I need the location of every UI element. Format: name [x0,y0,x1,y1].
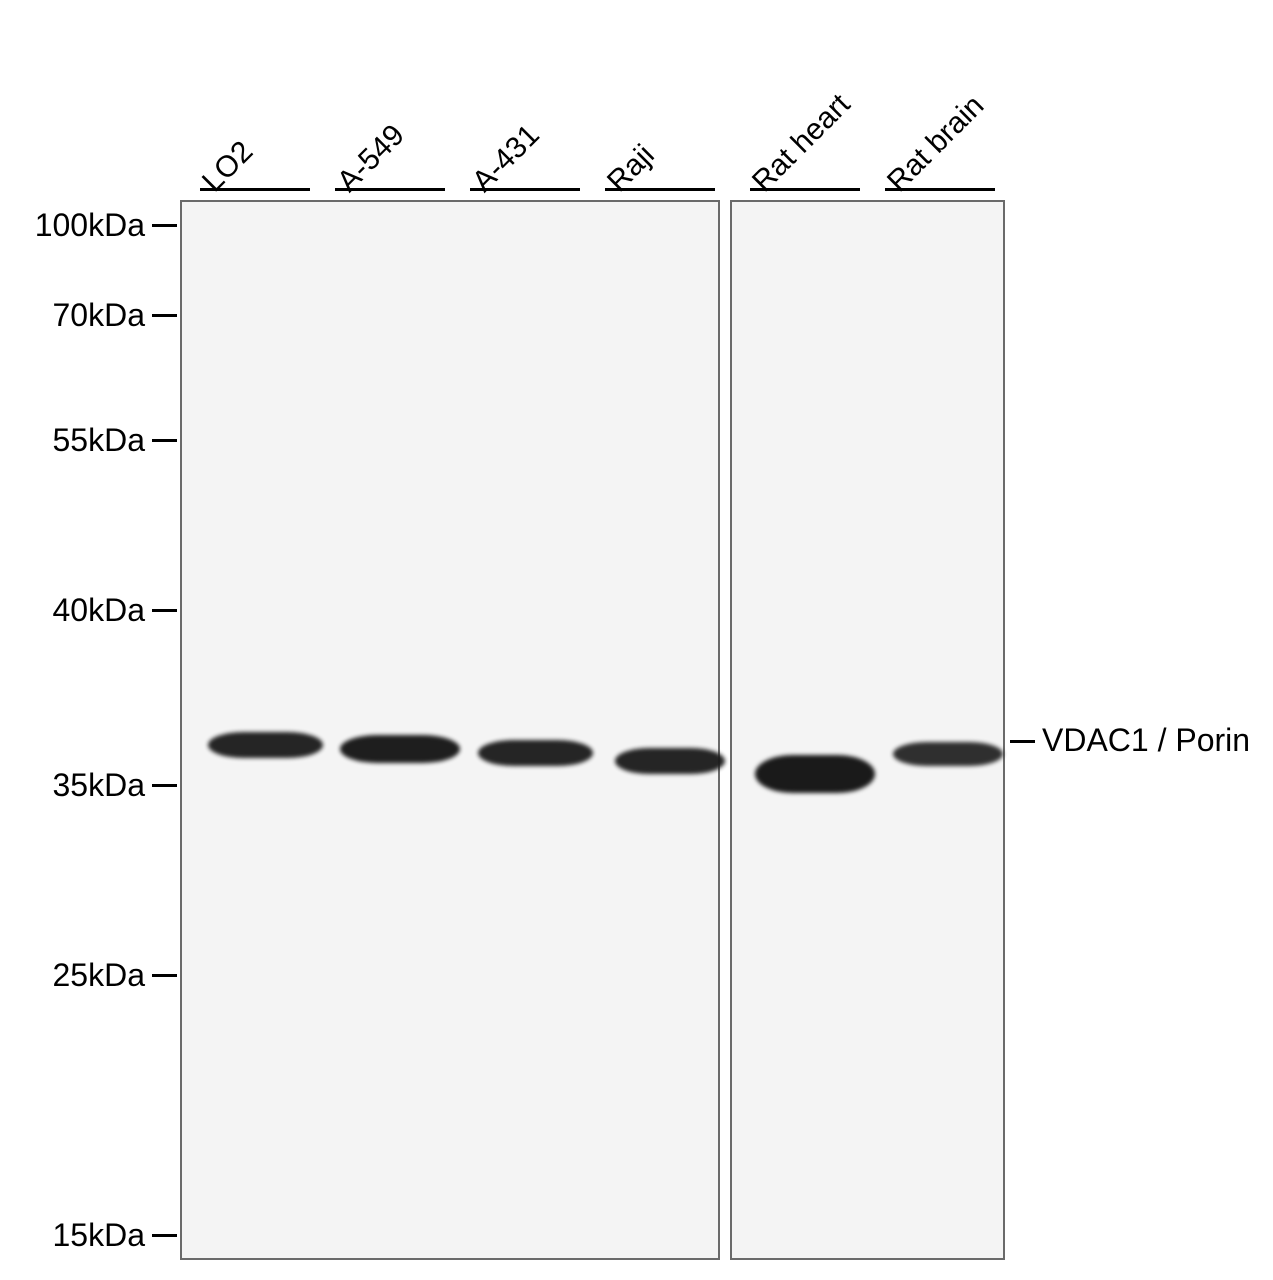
mw-label: 35kDa [53,767,146,804]
mw-tick [152,784,177,787]
lane-label: A-549 [331,118,412,199]
blot-band [755,755,875,793]
mw-label: 25kDa [53,957,146,994]
lane-underline [335,188,445,191]
mw-tick [152,314,177,317]
blot-band [615,748,725,774]
mw-tick [152,1234,177,1237]
lane-underline [470,188,580,191]
blot-band [893,742,1003,766]
lane-underline [750,188,860,191]
band-annotation-tick [1010,740,1035,743]
mw-tick [152,439,177,442]
mw-label: 70kDa [53,297,146,334]
lane-label: Rat brain [881,89,991,199]
lane-label: Rat heart [746,88,857,199]
panel-2 [730,200,1005,1260]
mw-label: 100kDa [35,207,145,244]
blot-band [208,732,323,758]
mw-label: 15kDa [53,1217,146,1254]
blot-band [478,740,593,766]
mw-tick [152,609,177,612]
western-blot-figure: 100kDa70kDa55kDa40kDa35kDa25kDa15kDa LO2… [0,0,1273,1280]
band-annotation-label: VDAC1 / Porin [1042,722,1250,759]
mw-label: 55kDa [53,422,146,459]
blot-band [340,735,460,763]
lane-underline [200,188,310,191]
lane-label: A-431 [466,118,547,199]
lane-underline [885,188,995,191]
mw-tick [152,224,177,227]
mw-label: 40kDa [53,592,146,629]
panel-1 [180,200,720,1260]
mw-tick [152,974,177,977]
lane-underline [605,188,715,191]
